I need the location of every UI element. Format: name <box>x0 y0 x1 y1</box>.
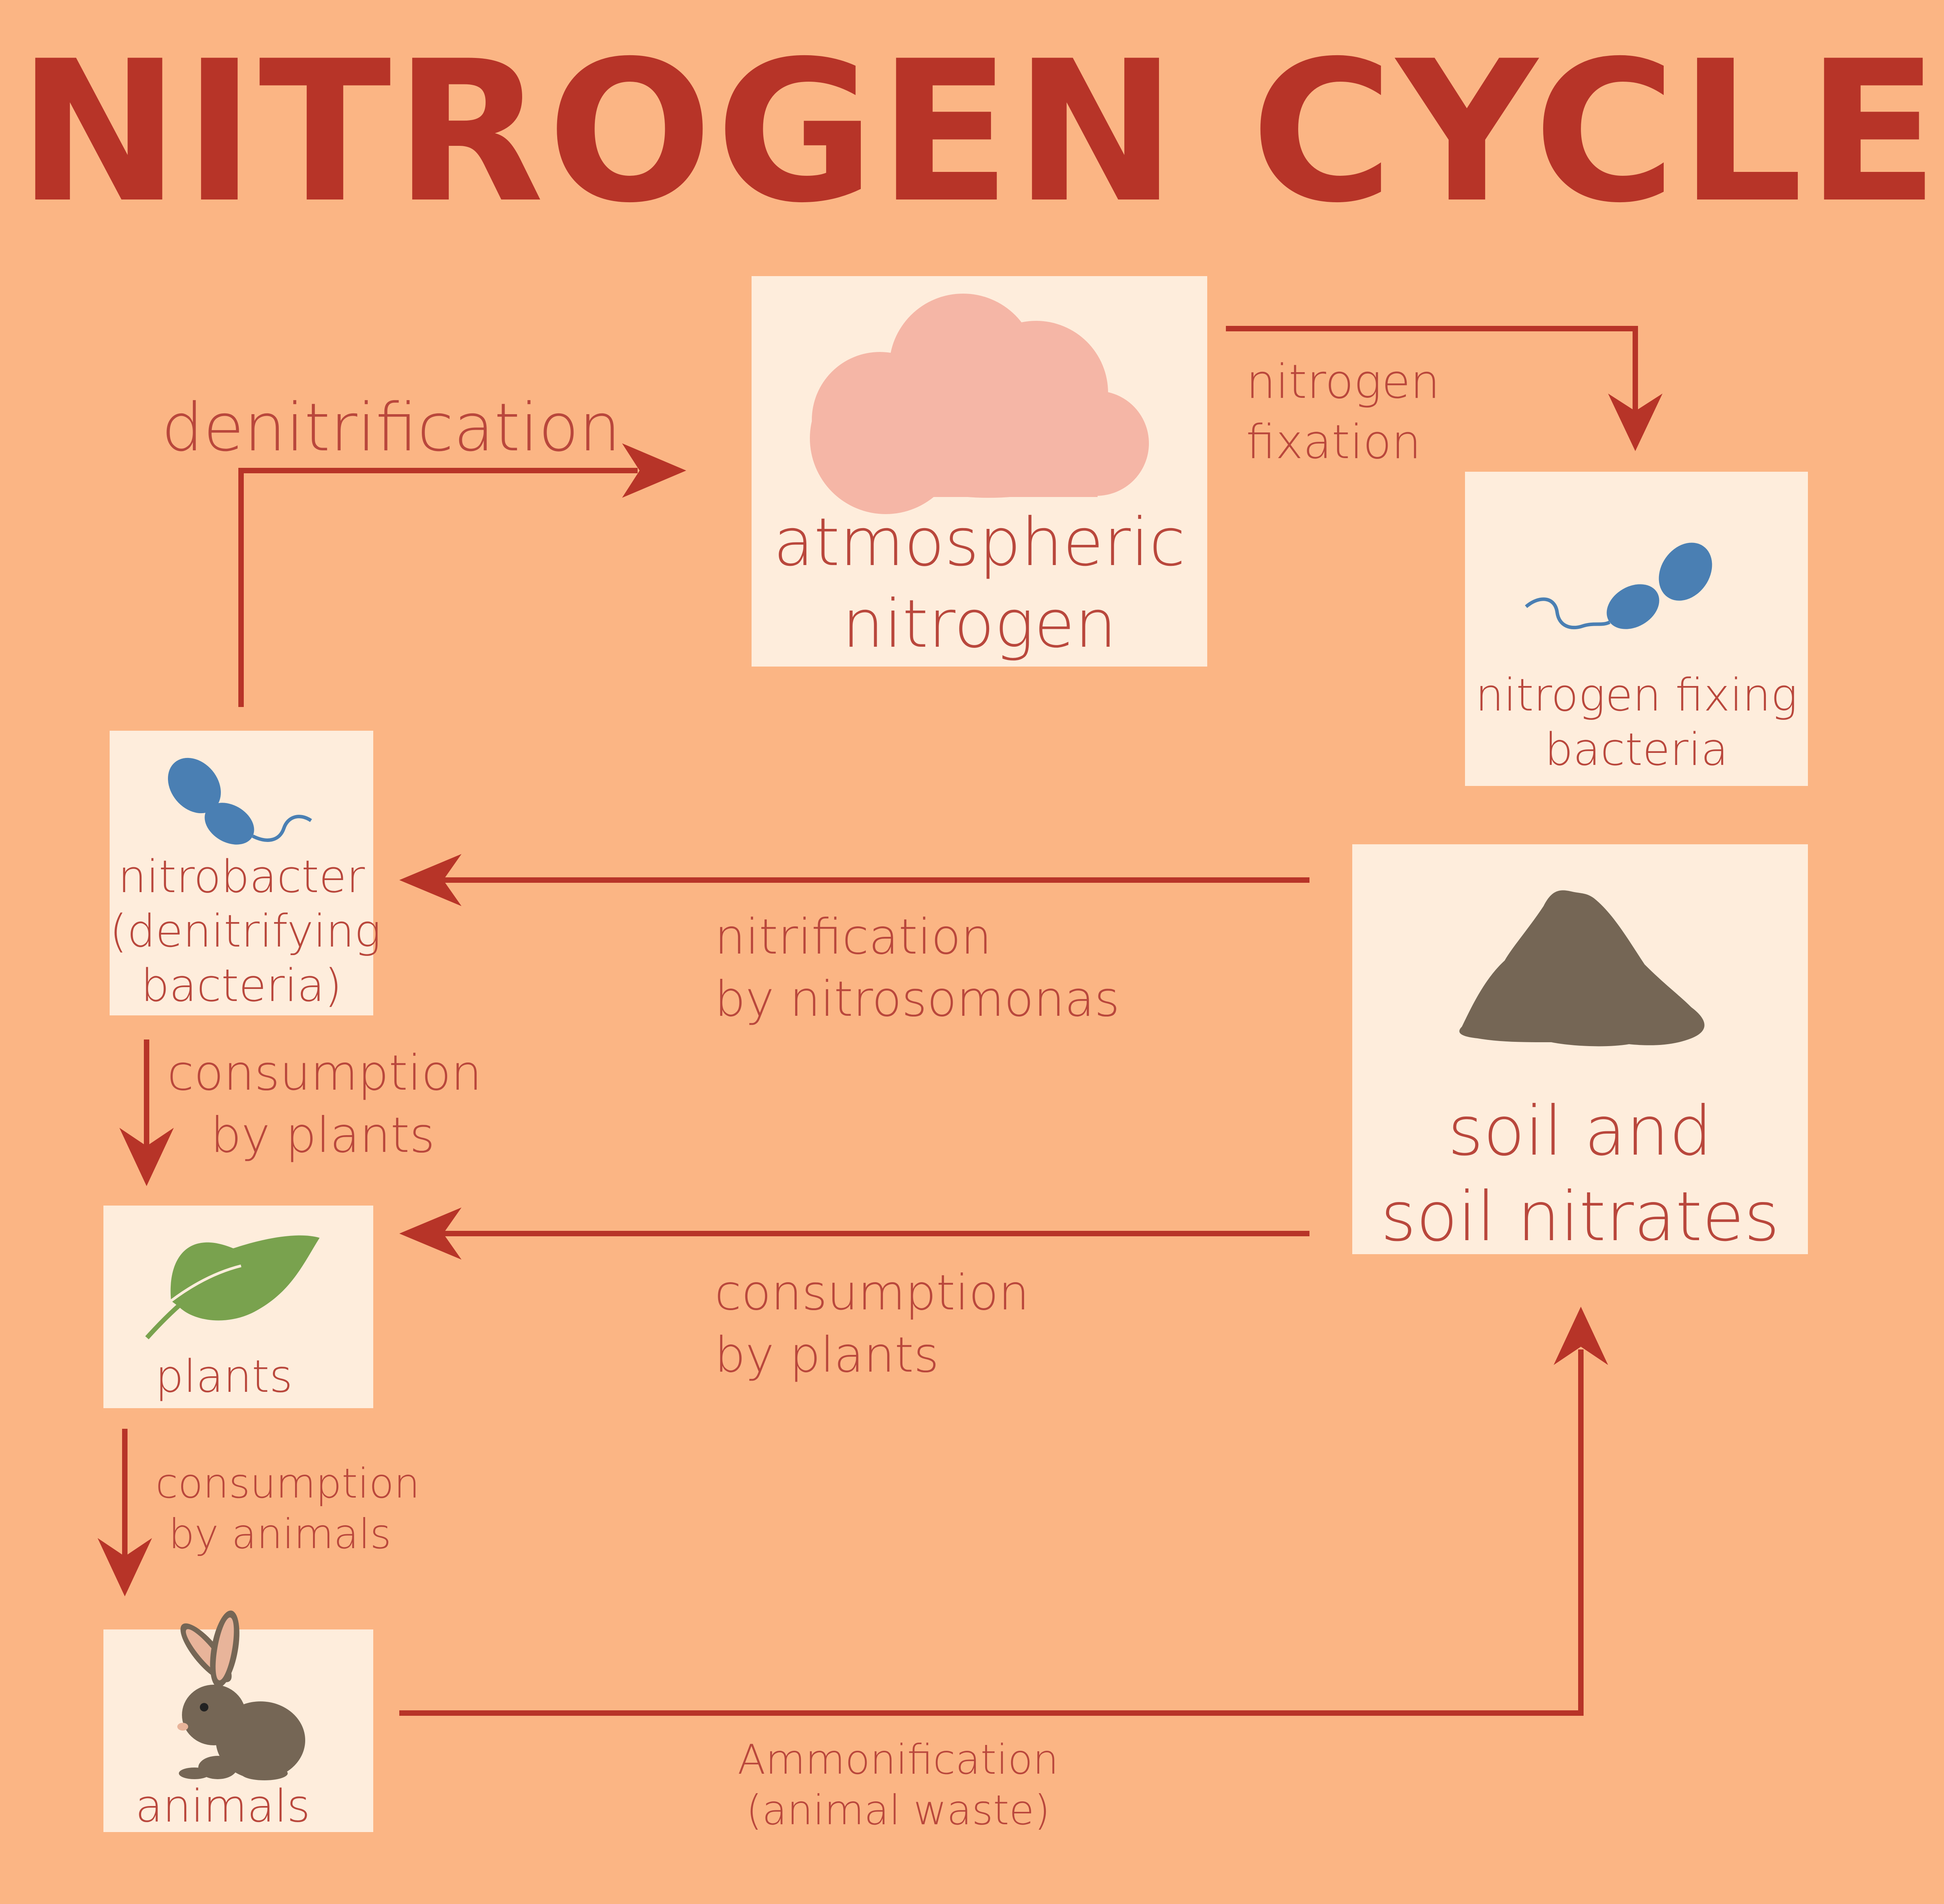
nitrobacter-line2: (denitrifying <box>110 905 381 957</box>
cloud-icon <box>810 294 1149 514</box>
consumption-plants-left-line1: consumption <box>167 1045 482 1101</box>
consumption-animals-label: consumption by animals <box>156 1458 420 1559</box>
nitrogen-fixing-bacteria-box <box>1465 472 1808 786</box>
consumption-plants-mid-line1: consumption <box>715 1265 1030 1321</box>
nitrobacter-label: nitrobacter (denitrifying bacteria) <box>110 850 381 1013</box>
fixation-line2: fixation <box>1246 415 1421 469</box>
nitrification-label: nitrification by nitrosomonas <box>715 906 1120 1031</box>
atmospheric-line1: atmospheric <box>773 504 1185 581</box>
soil-line2: soil nitrates <box>1381 1178 1780 1256</box>
nitrobacter-line3: bacteria) <box>141 960 342 1012</box>
atmospheric-nitrogen-label: atmospheric nitrogen <box>752 502 1207 665</box>
nitrogen-fixation-label: nitrogen fixation <box>1246 352 1440 472</box>
nitrogen-fixing-bacteria-label: nitrogen fixing bacteria <box>1465 668 1808 777</box>
ammonification-line2: (animal waste) <box>746 1787 1050 1834</box>
consumption-plants-arrow <box>399 1208 1309 1260</box>
fixing-bacteria-line1: nitrogen fixing <box>1475 669 1798 721</box>
consumption-animals-line1: consumption <box>156 1460 420 1507</box>
soil-line1: soil and <box>1448 1092 1713 1171</box>
leaf-icon <box>145 1235 320 1340</box>
consumption-down-arrow <box>119 1040 174 1186</box>
consumption-plants-left-line2: by plants <box>210 1107 435 1164</box>
ammonification-label: Ammonification (animal waste) <box>727 1734 1069 1836</box>
animals-label: animals <box>135 1780 310 1832</box>
bacteria-icon <box>1525 542 1712 630</box>
fixing-bacteria-line2: bacteria <box>1544 724 1729 776</box>
ammonification-arrow <box>399 1307 1608 1716</box>
consumption-plants-mid-label: consumption by plants <box>715 1262 1029 1386</box>
consumption-plants-left-label: consumption by plants <box>167 1042 482 1167</box>
nitrification-arrow <box>399 854 1309 906</box>
denitrification-arrow <box>238 443 686 707</box>
nitrification-line1: nitrification <box>715 909 992 965</box>
consumption-plants-mid-line2: by plants <box>715 1327 939 1383</box>
rabbit-icon <box>177 1610 305 1780</box>
nitrogen-fixation-arrow <box>1226 326 1663 451</box>
page-title: NITROGEN CYCLE <box>17 19 1942 245</box>
soil-pile-icon <box>1459 890 1704 1046</box>
atmospheric-line2: nitrogen <box>842 586 1117 663</box>
consumption-animals-line2: by animals <box>168 1510 392 1558</box>
fixation-line1: nitrogen <box>1246 355 1440 409</box>
nitrification-line2: by nitrosomonas <box>715 971 1120 1027</box>
ammonification-line1: Ammonification <box>738 1736 1059 1783</box>
denitrification-label: denitrification <box>161 389 621 466</box>
consumption-animals-arrow <box>98 1429 152 1596</box>
soil-label: soil and soil nitrates <box>1352 1089 1808 1260</box>
nitrobacter-line1: nitrobacter <box>118 851 365 903</box>
nitrobacter-box <box>110 731 373 1015</box>
plants-label: plants <box>155 1351 293 1403</box>
nitrobacter-bacteria-icon <box>168 758 312 845</box>
